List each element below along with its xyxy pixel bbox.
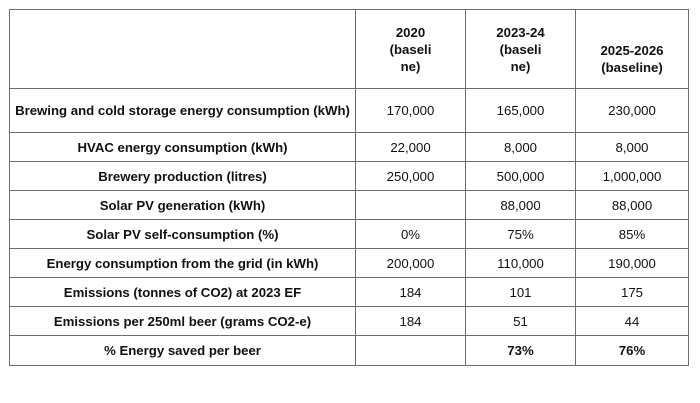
cell-value: 73% — [465, 335, 576, 366]
header-2020-line-2: (baseli — [389, 41, 432, 57]
cell-value: 22,000 — [355, 132, 466, 162]
cell-value: 44 — [575, 306, 689, 336]
header-row: 2020 (baseli ne) 2023-24 (baseli ne) 202… — [9, 9, 689, 89]
row-label-emissions-per-beer: Emissions per 250ml beer (grams CO2-e) — [9, 306, 356, 336]
cell-value — [355, 190, 466, 220]
table-row: % Energy saved per beer 73% 76% — [9, 335, 689, 366]
table-row: Emissions (tonnes of CO2) at 2023 EF 184… — [9, 277, 689, 307]
cell-value: 88,000 — [575, 190, 689, 220]
cell-value: 51 — [465, 306, 576, 336]
cell-value: 190,000 — [575, 248, 689, 278]
cell-value: 184 — [355, 277, 466, 307]
header-empty-cell — [9, 9, 356, 89]
header-2023-24: 2023-24 (baseli ne) — [465, 9, 576, 89]
header-2025-2026-line-2: (baseline) — [601, 60, 663, 75]
cell-value: 75% — [465, 219, 576, 249]
cell-value: 230,000 — [575, 88, 689, 133]
cell-value: 1,000,000 — [575, 161, 689, 191]
table-row: Brewery production (litres) 250,000 500,… — [9, 161, 689, 191]
table-row: Solar PV generation (kWh) 88,000 88,000 — [9, 190, 689, 220]
cell-value — [355, 335, 466, 366]
cell-value: 85% — [575, 219, 689, 249]
header-2020-line-1: 2020 — [395, 24, 426, 40]
cell-value: 500,000 — [465, 161, 576, 191]
cell-value: 170,000 — [355, 88, 466, 133]
table-row: Emissions per 250ml beer (grams CO2-e) 1… — [9, 306, 689, 336]
header-2023-24-line-1: 2023-24 — [496, 24, 545, 40]
energy-emissions-table: 2020 (baseli ne) 2023-24 (baseli ne) 202… — [9, 9, 689, 366]
cell-value: 0% — [355, 219, 466, 249]
cell-value: 110,000 — [465, 248, 576, 278]
cell-value: 8,000 — [465, 132, 576, 162]
cell-value: 200,000 — [355, 248, 466, 278]
header-2020: 2020 (baseli ne) — [355, 9, 466, 89]
cell-value: 165,000 — [465, 88, 576, 133]
row-label-brewing-cold-storage: Brewing and cold storage energy consumpt… — [9, 88, 356, 133]
cell-value: 250,000 — [355, 161, 466, 191]
cell-value: 76% — [575, 335, 689, 366]
cell-value: 8,000 — [575, 132, 689, 162]
cell-value: 101 — [465, 277, 576, 307]
header-2020-line-3: ne) — [400, 58, 421, 74]
header-2023-24-line-3: ne) — [510, 58, 531, 74]
cell-value: 184 — [355, 306, 466, 336]
row-label-emissions-tonnes: Emissions (tonnes of CO2) at 2023 EF — [9, 277, 356, 307]
row-label-solar-generation: Solar PV generation (kWh) — [9, 190, 356, 220]
header-2025-2026: 2025-2026 (baseline) — [575, 9, 689, 89]
table-row: Energy consumption from the grid (in kWh… — [9, 248, 689, 278]
row-label-hvac: HVAC energy consumption (kWh) — [9, 132, 356, 162]
row-label-grid-consumption: Energy consumption from the grid (in kWh… — [9, 248, 356, 278]
table-row: Brewing and cold storage energy consumpt… — [9, 88, 689, 133]
cell-value: 175 — [575, 277, 689, 307]
header-2025-2026-line-1: 2025-2026 — [600, 43, 664, 58]
cell-value: 88,000 — [465, 190, 576, 220]
row-label-solar-self-consumption: Solar PV self-consumption (%) — [9, 219, 356, 249]
row-label-energy-saved: % Energy saved per beer — [9, 335, 356, 366]
table-row: Solar PV self-consumption (%) 0% 75% 85% — [9, 219, 689, 249]
table-row: HVAC energy consumption (kWh) 22,000 8,0… — [9, 132, 689, 162]
row-label-brewery-production: Brewery production (litres) — [9, 161, 356, 191]
header-2023-24-line-2: (baseli — [499, 41, 542, 57]
